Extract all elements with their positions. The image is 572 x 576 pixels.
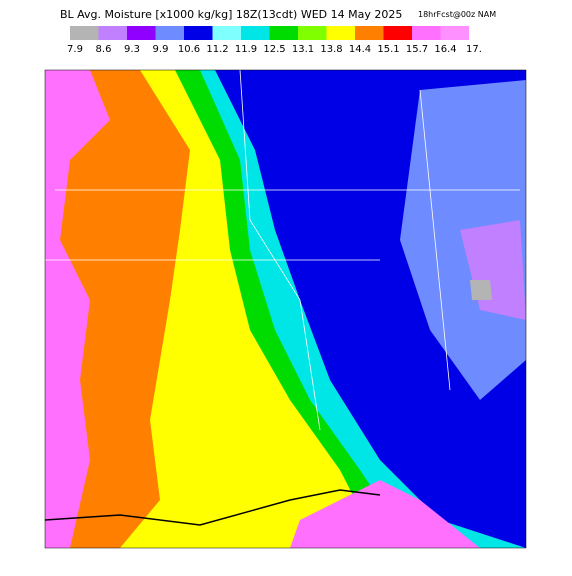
colorbar-label: 14.4 bbox=[349, 44, 371, 55]
color-swatch bbox=[98, 26, 127, 40]
color-swatch bbox=[155, 26, 184, 40]
color-swatch bbox=[412, 26, 441, 40]
colorbar-label: 10.6 bbox=[178, 44, 200, 55]
map bbox=[44, 69, 527, 549]
colorbar-label: 9.9 bbox=[153, 44, 169, 55]
colorbar-label: 15.1 bbox=[377, 44, 399, 55]
colorbar-label: 8.6 bbox=[96, 44, 112, 55]
color-swatch bbox=[326, 26, 355, 40]
colorbar-label: 17. bbox=[466, 44, 482, 55]
color-swatch bbox=[355, 26, 384, 40]
field-gray bbox=[470, 280, 492, 300]
colorbar-label: 15.7 bbox=[406, 44, 428, 55]
colorbar-label: 11.2 bbox=[206, 44, 228, 55]
color-swatch bbox=[184, 26, 213, 40]
field-pink-gulf bbox=[290, 480, 480, 548]
color-swatch bbox=[440, 26, 469, 40]
colorbar-label: 13.1 bbox=[292, 44, 314, 55]
state-borders bbox=[45, 70, 520, 431]
colorbar-label: 13.8 bbox=[320, 44, 342, 55]
colorbar-label: 7.9 bbox=[67, 44, 83, 55]
map-title: BL Avg. Moisture [x1000 kg/kg] 18Z(13cdt… bbox=[60, 8, 402, 21]
colorbar-label: 16.4 bbox=[434, 44, 456, 55]
colorbar-label: 11.9 bbox=[235, 44, 257, 55]
map-source: 18hrFcst@00z NAM bbox=[418, 10, 496, 19]
map-frame bbox=[44, 69, 527, 549]
colorbar: 7.9 8.6 9.3 9.9 10.6 11.2 11.9 12.5 13.1 13.8 14.4… bbox=[67, 26, 482, 55]
color-swatch bbox=[212, 26, 241, 40]
color-swatch bbox=[127, 26, 156, 40]
color-swatch bbox=[383, 26, 412, 40]
coastline bbox=[45, 489, 381, 526]
color-swatch bbox=[269, 26, 298, 40]
colorbar-label: 12.5 bbox=[263, 44, 285, 55]
colorbar-label: 9.3 bbox=[124, 44, 140, 55]
field-pink bbox=[45, 70, 110, 548]
color-swatch bbox=[70, 26, 99, 40]
color-swatch bbox=[241, 26, 270, 40]
color-swatch bbox=[298, 26, 327, 40]
